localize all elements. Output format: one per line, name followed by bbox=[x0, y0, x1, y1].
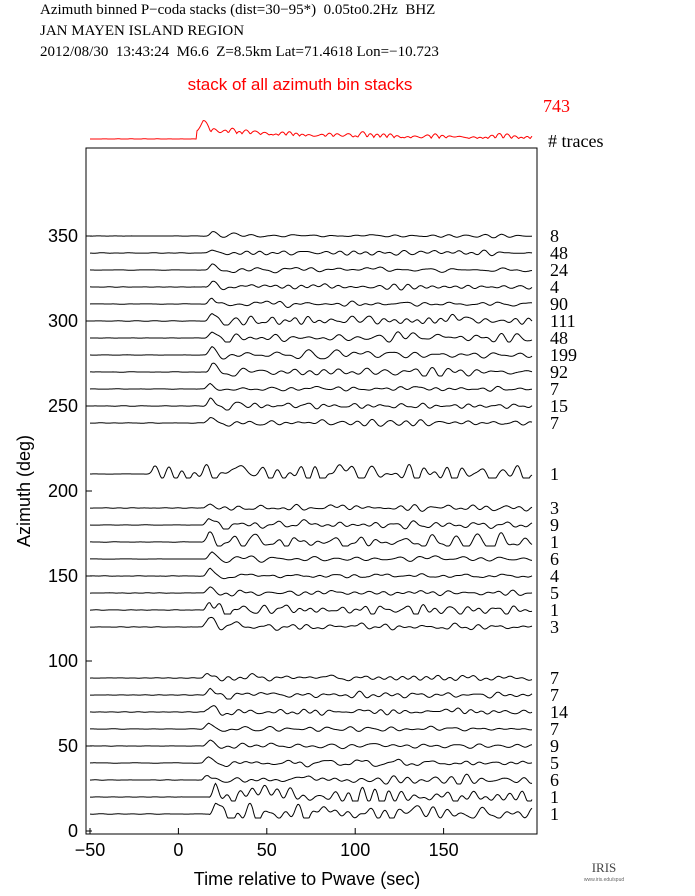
trace-count-label: 48 bbox=[550, 243, 568, 263]
stack-trace bbox=[90, 120, 533, 140]
azimuth-trace bbox=[89, 382, 533, 392]
azimuth-trace bbox=[90, 417, 533, 427]
trace-count-label: 199 bbox=[550, 345, 577, 365]
azimuth-trace bbox=[90, 687, 533, 700]
trace-count-label: 7 bbox=[550, 413, 559, 433]
y-tick-label: 200 bbox=[48, 481, 78, 501]
y-tick-label: 300 bbox=[48, 311, 78, 331]
azimuth-trace bbox=[90, 346, 533, 360]
x-tick-label: 0 bbox=[173, 840, 183, 860]
y-tick-label: 0 bbox=[68, 821, 78, 841]
azimuth-trace bbox=[90, 739, 533, 750]
trace-count-label: 7 bbox=[550, 379, 559, 399]
y-tick-label: 150 bbox=[48, 566, 78, 586]
trace-count-label: 5 bbox=[550, 753, 559, 773]
azimuth-trace bbox=[89, 673, 533, 682]
trace-count-label: 5 bbox=[550, 583, 559, 603]
azimuth-trace bbox=[89, 518, 533, 530]
azimuth-trace bbox=[90, 231, 533, 239]
chart-title-line-1: Azimuth binned P−coda stacks (dist=30−95… bbox=[40, 2, 436, 18]
trace-count-label: 3 bbox=[550, 498, 559, 518]
trace-count-label: 15 bbox=[550, 396, 568, 416]
azimuth-trace bbox=[90, 551, 533, 564]
trace-count-label: 4 bbox=[550, 277, 559, 297]
x-tick-label: 100 bbox=[340, 840, 370, 860]
azimuth-trace bbox=[90, 397, 533, 411]
azimuth-trace bbox=[90, 362, 533, 377]
trace-count-label: 3 bbox=[550, 617, 559, 637]
azimuth-trace bbox=[90, 331, 533, 343]
y-axis-label: Azimuth (deg) bbox=[14, 435, 34, 547]
trace-count-label: 14 bbox=[550, 702, 568, 722]
trace-count-label: 6 bbox=[550, 549, 559, 569]
stack-label: stack of all azimuth bin stacks bbox=[188, 75, 413, 94]
trace-count-label: 1 bbox=[550, 464, 559, 484]
trace-count-label: 4 bbox=[550, 566, 559, 586]
azimuth-trace bbox=[90, 602, 533, 615]
iris-logo-url: www.iris.edu/spud bbox=[584, 877, 625, 883]
trace-count-label: 24 bbox=[550, 260, 568, 280]
y-tick-label: 100 bbox=[48, 651, 78, 671]
trace-count-label: 6 bbox=[550, 770, 559, 790]
iris-logo: IRIS www.iris.edu/spud bbox=[584, 860, 625, 883]
trace-count-label: 1 bbox=[550, 600, 559, 620]
azimuth-trace bbox=[90, 463, 533, 479]
chart-title-line-2: JAN MAYEN ISLAND REGION bbox=[40, 23, 245, 39]
azimuth-trace bbox=[90, 782, 533, 802]
trace-count-label: 48 bbox=[550, 328, 568, 348]
x-tick-label: −50 bbox=[75, 840, 106, 860]
azimuth-trace bbox=[90, 586, 533, 597]
chart-title-line-3: 2012/08/30 13:43:24 M6.6 Z=8.5km Lat=71.… bbox=[40, 44, 439, 60]
stack-trace-group bbox=[90, 120, 533, 140]
azimuth-trace bbox=[89, 705, 533, 716]
trace-count-label: 1 bbox=[550, 804, 559, 824]
trace-count-label: 7 bbox=[550, 685, 559, 705]
azimuth-trace bbox=[90, 802, 533, 819]
trace-count-label: 8 bbox=[550, 226, 559, 246]
azimuth-trace bbox=[89, 297, 533, 309]
trace-count-label: 7 bbox=[550, 668, 559, 688]
y-tick-label: 250 bbox=[48, 396, 78, 416]
trace-group: 1165971477315461931715792199481119042448… bbox=[89, 226, 577, 824]
y-tick-label: 50 bbox=[58, 736, 78, 756]
azimuth-trace bbox=[89, 773, 533, 785]
y-tick-label: 350 bbox=[48, 226, 78, 246]
trace-count-label: 7 bbox=[550, 719, 559, 739]
traces-count-header: # traces bbox=[548, 131, 603, 151]
azimuth-trace bbox=[90, 567, 533, 580]
azimuth-trace bbox=[90, 313, 533, 326]
trace-count-label: 90 bbox=[550, 294, 568, 314]
trace-count-label: 111 bbox=[550, 311, 576, 331]
azimuth-trace bbox=[90, 503, 533, 512]
azimuth-trace bbox=[90, 280, 533, 291]
azimuth-trace bbox=[89, 263, 533, 274]
stack-count-label: 743 bbox=[543, 96, 570, 116]
trace-count-label: 92 bbox=[550, 362, 568, 382]
trace-count-label: 1 bbox=[550, 787, 559, 807]
azimuth-trace bbox=[90, 616, 533, 631]
azimuth-trace bbox=[89, 756, 533, 768]
azimuth-trace bbox=[90, 722, 533, 732]
x-axis-label: Time relative to Pwave (sec) bbox=[194, 869, 420, 889]
iris-logo-text: IRIS bbox=[592, 860, 617, 875]
plot-frame bbox=[85, 147, 538, 835]
trace-count-label: 9 bbox=[550, 515, 559, 535]
x-tick-label: 50 bbox=[257, 840, 277, 860]
trace-count-label: 1 bbox=[550, 532, 559, 552]
x-tick-label: 150 bbox=[429, 840, 459, 860]
azimuth-trace bbox=[90, 531, 533, 547]
trace-count-label: 9 bbox=[550, 736, 559, 756]
azimuth-trace bbox=[90, 249, 533, 257]
